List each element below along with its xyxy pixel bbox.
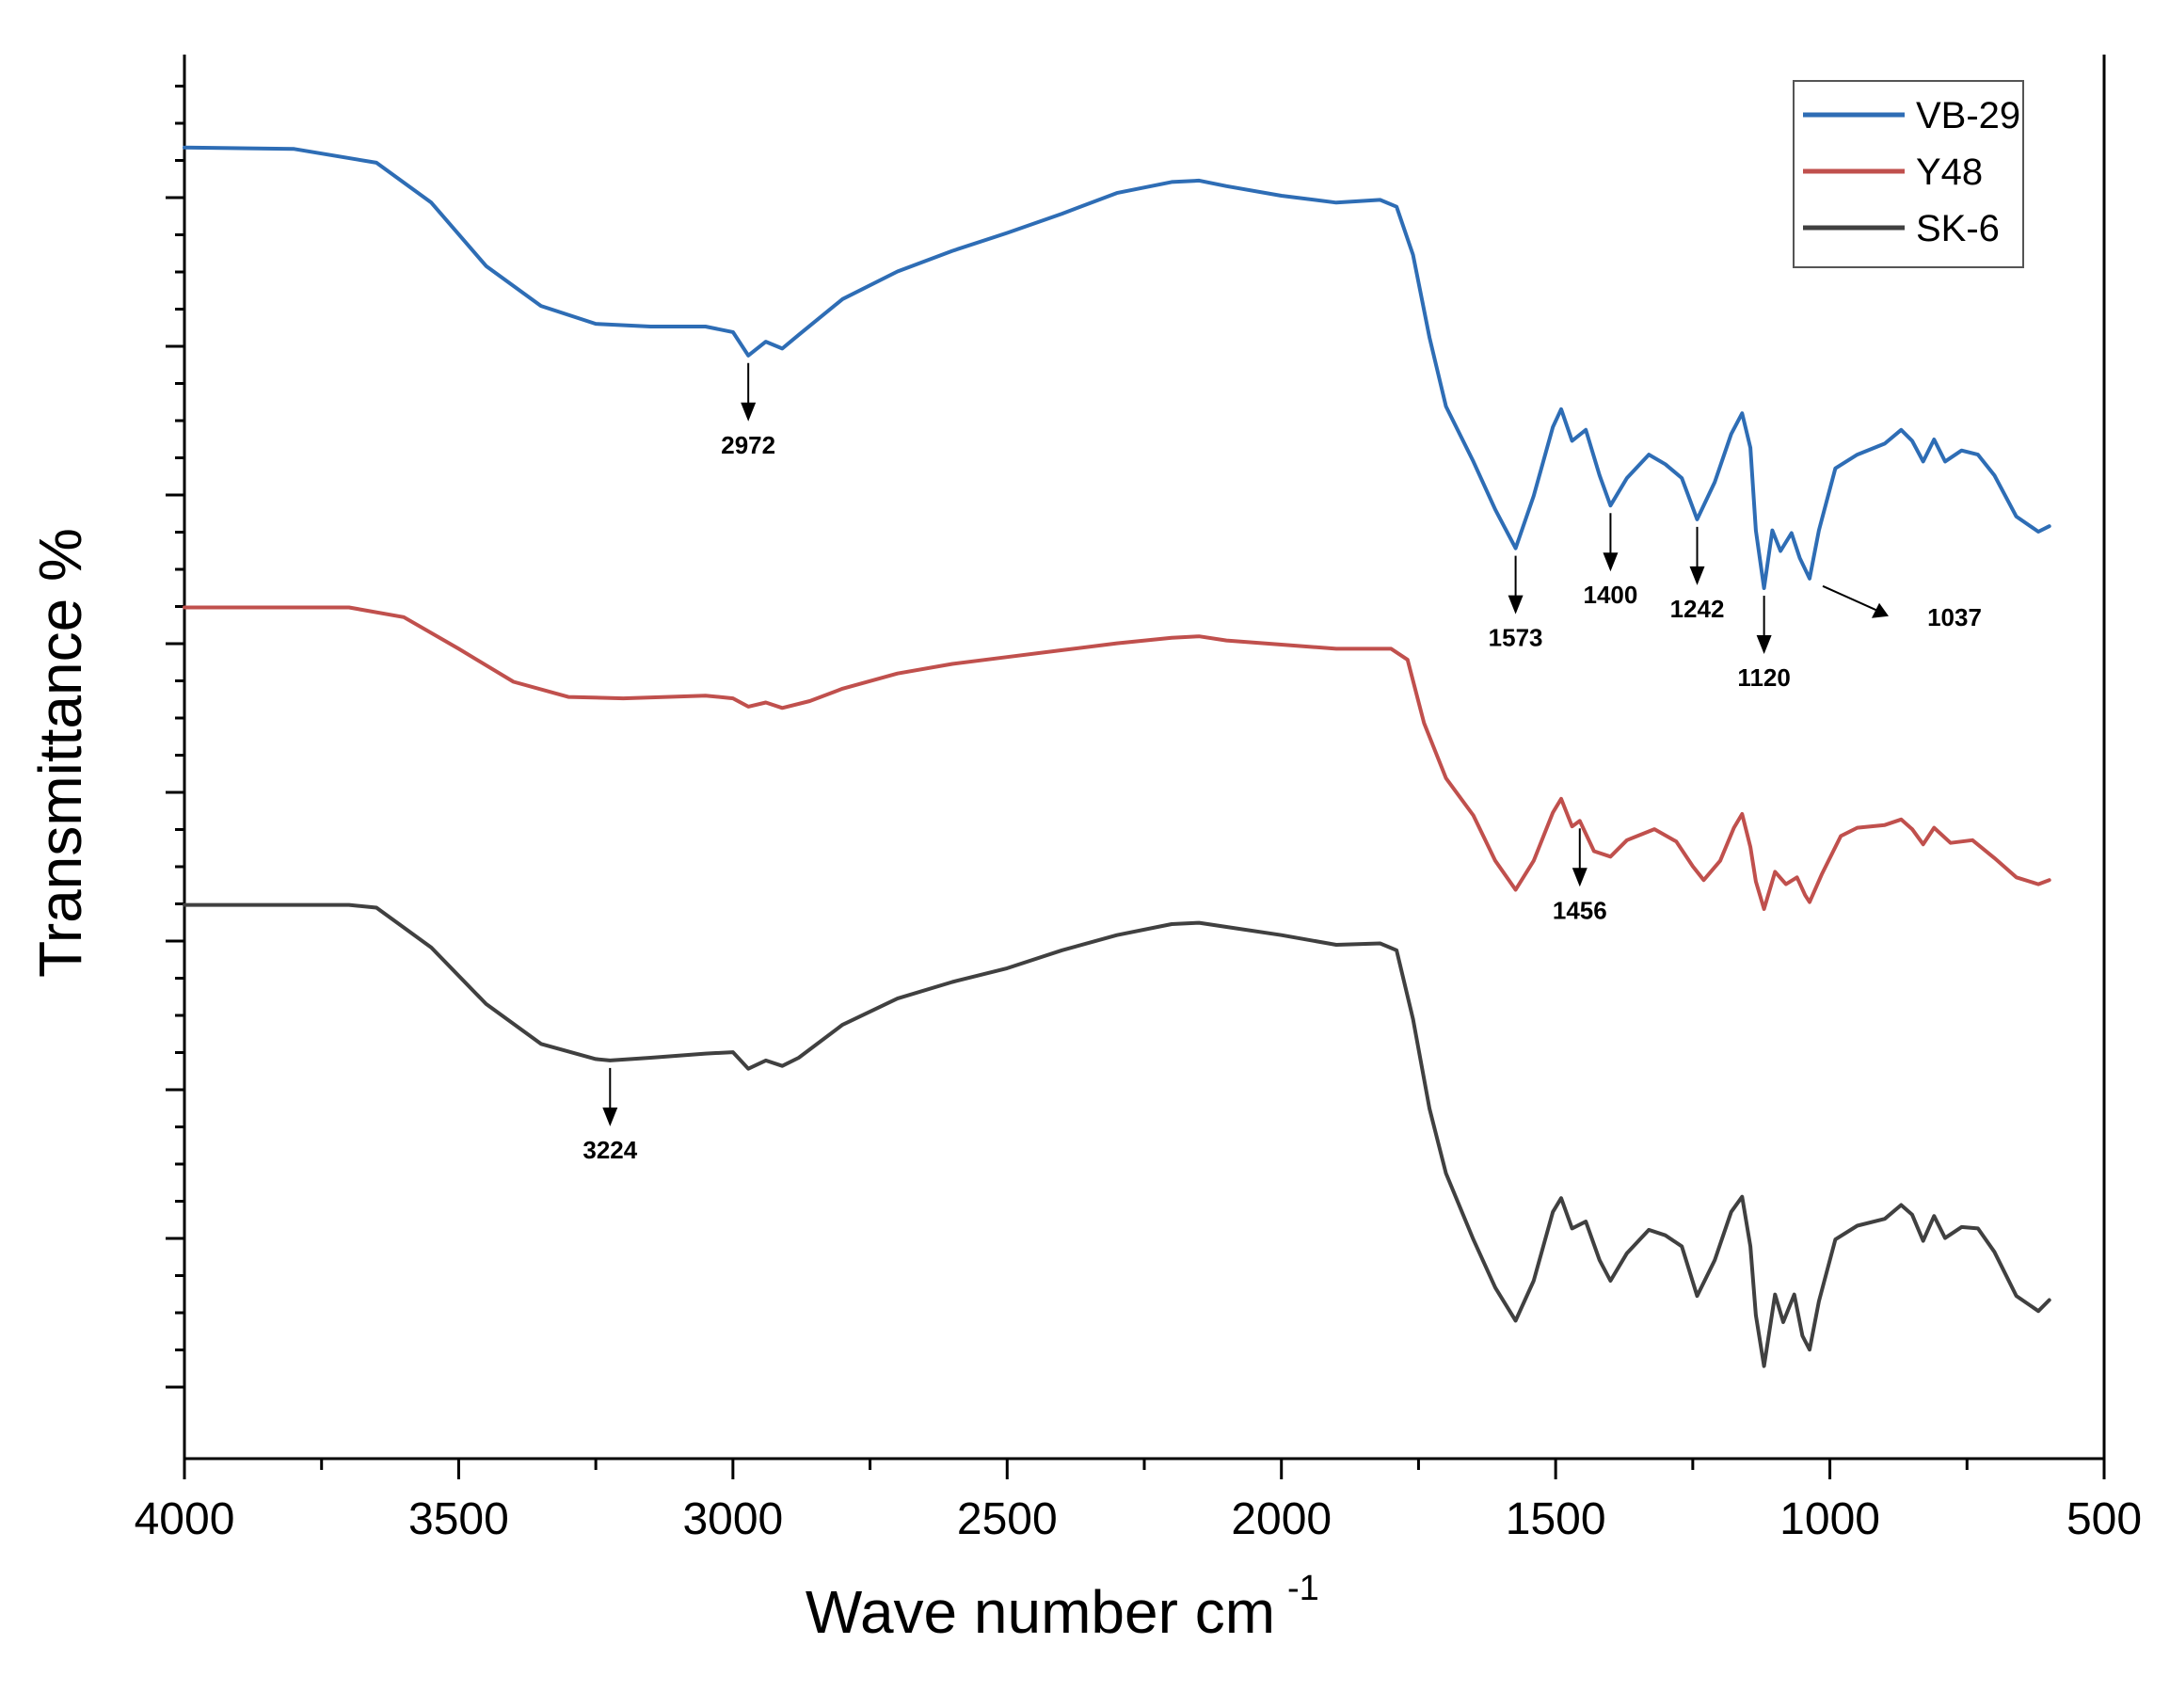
x-tick-label: 1000 bbox=[1779, 1494, 1880, 1544]
peak-annotation: 2972 bbox=[721, 362, 775, 459]
annotation-arrowhead bbox=[741, 402, 757, 422]
peak-annotation: 1573 bbox=[1489, 555, 1543, 652]
annotation-label: 1400 bbox=[1584, 581, 1638, 609]
annotation-arrowhead bbox=[602, 1107, 618, 1126]
legend-label: SK-6 bbox=[1916, 208, 2000, 249]
annotation-arrowhead bbox=[1689, 566, 1705, 585]
legend-label: Y48 bbox=[1916, 152, 1983, 193]
annotation-label: 1242 bbox=[1670, 595, 1725, 623]
x-axis-title-superscript: -1 bbox=[1287, 1569, 1319, 1608]
peak-annotations: 2972 1573 1400 1242 1120 1037 1456 3224 bbox=[582, 362, 1982, 1164]
series-line-y48 bbox=[183, 605, 2051, 911]
annotation-label: 3224 bbox=[582, 1136, 637, 1164]
annotation-label: 2972 bbox=[721, 431, 775, 459]
peak-annotation: 1120 bbox=[1737, 596, 1791, 692]
annotation-arrowhead bbox=[1572, 868, 1588, 887]
series-line-sk-6 bbox=[183, 902, 2051, 1368]
peak-annotation: 3224 bbox=[582, 1067, 638, 1164]
peak-annotation: 1037 bbox=[1822, 584, 1982, 631]
x-tick-label: 3500 bbox=[408, 1494, 509, 1544]
annotation-arrowhead bbox=[1756, 635, 1772, 655]
annotation-arrowhead bbox=[1603, 552, 1619, 572]
annotation-label: 1037 bbox=[1927, 603, 1982, 631]
legend-label: VB-29 bbox=[1916, 95, 2020, 136]
x-tick-label: 2000 bbox=[1231, 1494, 1332, 1544]
annotation-label: 1456 bbox=[1553, 896, 1607, 924]
peak-annotation: 1456 bbox=[1553, 828, 1607, 924]
y-axis-title: Transmittance % bbox=[26, 528, 94, 978]
annotation-label: 1573 bbox=[1489, 624, 1543, 652]
annotation-arrow bbox=[1822, 584, 1878, 612]
peak-annotation: 1242 bbox=[1670, 526, 1725, 623]
annotation-label: 1120 bbox=[1737, 663, 1790, 692]
x-tick-label: 500 bbox=[2066, 1494, 2142, 1544]
x-tick-label: 1500 bbox=[1506, 1494, 1606, 1544]
legend-box bbox=[1793, 80, 2024, 268]
legend: VB-29 Y48 SK-6 bbox=[1793, 80, 2024, 268]
x-axis-title: Wave number cm bbox=[806, 1578, 1275, 1646]
series-line-vb-29 bbox=[183, 145, 2051, 590]
series-lines bbox=[183, 145, 2051, 1368]
x-ticks: 4000 3500 3000 2500 2000 1500 1000 500 bbox=[135, 1459, 2142, 1544]
x-tick-label: 4000 bbox=[135, 1494, 235, 1544]
x-tick-label: 3000 bbox=[682, 1494, 783, 1544]
annotation-arrowhead bbox=[1508, 595, 1524, 615]
x-tick-label: 2500 bbox=[957, 1494, 1058, 1544]
peak-annotation: 1400 bbox=[1584, 513, 1638, 609]
annotation-arrowhead bbox=[1872, 602, 1890, 618]
y-ticks bbox=[166, 85, 184, 1389]
